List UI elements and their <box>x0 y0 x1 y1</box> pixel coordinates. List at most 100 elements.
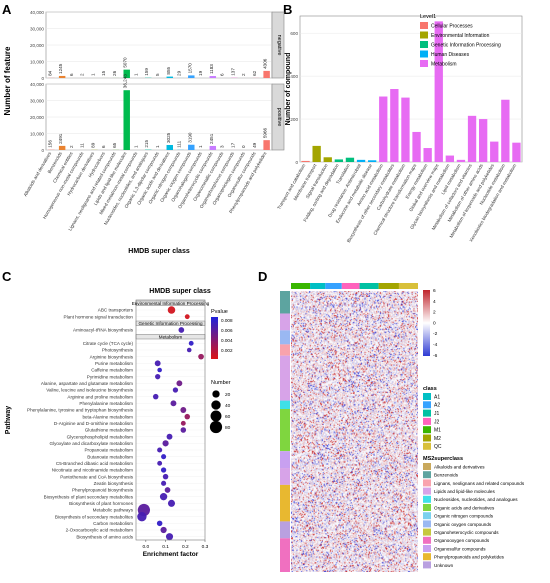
y-tick-label: 0 <box>295 160 298 165</box>
bubble-point <box>162 440 169 447</box>
superclass-legend-swatch <box>423 495 431 503</box>
x-axis-title: HMDB super class <box>128 248 190 255</box>
column-annotation-block <box>398 283 418 289</box>
panel-label-c: C <box>2 269 12 284</box>
bubble-point <box>152 393 159 400</box>
bar-value-label: 1 <box>133 145 138 148</box>
pvalue-tick-label: 0.002 <box>221 348 233 353</box>
bar-value-label: 89 <box>90 142 95 148</box>
bubble-point <box>188 340 194 346</box>
bar-value-label: 2 <box>80 73 85 76</box>
bar-value-label: 855 <box>166 66 171 74</box>
y-tick-label: 40,000 <box>30 82 44 87</box>
pathway-label: Propanoate metabolism <box>84 448 133 453</box>
superclass-legend-title: MS2superclass <box>423 456 463 462</box>
bar-value-label: 111 <box>177 140 182 147</box>
bar-value-label: 1570 <box>187 63 192 74</box>
bubble-point <box>166 433 173 440</box>
pvalue-tick-label: 0.008 <box>221 318 233 323</box>
class-legend-swatch <box>423 393 431 400</box>
class-legend-label: J1 <box>434 411 440 417</box>
superclass-legend-label: Organoheterocyclic compounds <box>434 530 499 535</box>
bubble-point <box>180 420 186 426</box>
legend-swatch <box>420 31 428 39</box>
bar-value-label: 1 <box>155 145 160 148</box>
bubble-point <box>161 480 167 486</box>
bubble-point <box>154 360 161 367</box>
pvalue-tick-label: 0.006 <box>221 328 233 333</box>
legend-label: Human Diseases <box>431 52 470 58</box>
number-legend-title: Number <box>211 380 231 386</box>
pathway-label: Biosynthesis of plant hormones <box>69 501 134 506</box>
pathway-label: Valine, leucine and isoleucine biosynthe… <box>46 388 133 393</box>
bubble-point <box>157 447 163 453</box>
pathway-label: Glyoxylate and dicarboxylate metabolism <box>50 441 134 446</box>
superclass-legend-swatch <box>423 561 431 569</box>
bar <box>456 159 466 162</box>
superclass-legend-label: Unknown <box>434 563 454 568</box>
bar-value-label: 1 <box>198 145 203 148</box>
color-scale-tick-label: 2 <box>433 310 436 316</box>
y-tick-label: 10,000 <box>30 131 44 136</box>
column-annotation-block <box>359 283 379 289</box>
superclass-legend-swatch <box>423 487 431 495</box>
bar-value-label: 1245 <box>58 63 63 74</box>
column-annotation-block <box>291 283 311 289</box>
pathway-label: Glutathione metabolism <box>85 428 133 433</box>
y-tick-label: 30,000 <box>30 98 44 103</box>
bar <box>512 142 521 162</box>
superclass-legend-swatch <box>423 528 431 536</box>
class-legend-swatch <box>423 426 431 434</box>
legend-label: Cellular Processes <box>431 24 473 30</box>
pathway-label: 2-Oxocarboxylic acid metabolism <box>66 528 134 533</box>
panel-a-bar-chart: Number of feature 0 10,000 20,000 30,000 40,0… <box>3 10 285 255</box>
superclass-legend-swatch <box>423 463 431 470</box>
bar <box>434 21 443 163</box>
superclass-legend-label: Alkaloids and derivatives <box>434 464 485 469</box>
y-tick-label: 200 <box>290 117 298 122</box>
legend-swatch <box>420 50 428 58</box>
pathway-label: Biosynthesis of secondary metabolites <box>55 514 134 519</box>
class-legend-title: class <box>423 386 437 392</box>
number-legend-label: 20 <box>225 392 231 398</box>
y-axis-title: Number of compound <box>285 53 292 126</box>
bar <box>166 76 173 78</box>
bar <box>209 145 217 150</box>
bar-value-label: 26 <box>112 70 117 76</box>
plot-border <box>135 299 206 541</box>
column-annotation-block <box>341 283 360 289</box>
pathway-label: Zeatin biosynthesis <box>94 481 134 486</box>
color-scale-tick-label: -4 <box>433 342 438 348</box>
bubble-point <box>198 353 204 360</box>
bar <box>345 157 355 162</box>
pathway-label: Biosynthesis of plant secondary metaboli… <box>44 494 134 499</box>
bar-value-label: 17 <box>230 142 235 148</box>
pvalue-legend-title: Pvalue <box>211 309 228 315</box>
bubble-point <box>184 413 191 420</box>
bar-value-label: 11 <box>80 143 85 148</box>
bubble-point <box>180 407 187 413</box>
legend-swatch <box>420 60 428 67</box>
heatmap-cells <box>291 291 418 572</box>
pathway-label: ABC transporters <box>98 308 134 313</box>
y-tick-label: 30,000 <box>30 26 44 31</box>
superclass-legend-swatch <box>423 553 431 561</box>
y-tick-label: 20,000 <box>30 43 44 48</box>
column-annotation-block <box>378 283 399 289</box>
facet-label: Genetic Information Processing <box>138 321 203 326</box>
bar-value-label: 6 <box>101 145 106 148</box>
facet-label: Environmental Information Processing <box>132 301 210 306</box>
bar <box>209 76 217 78</box>
legend-label: Environmental Information <box>431 33 490 39</box>
superclass-legend-swatch <box>423 520 431 528</box>
panel-d-heatmap: 6 4 2 0 -2 -4 -6 class A1 A2 J1 J2 M1 M2 QC MS2supercla… <box>280 283 525 572</box>
heatmap-color-scale <box>423 290 430 356</box>
pathway-label: Phenylpropanoid biosynthesis <box>72 488 134 493</box>
pathway-label: Citrate cycle (TCA cycle) <box>83 341 134 346</box>
pathway-label: Phenylalanine metabolism <box>79 401 133 406</box>
row-annotation-block <box>280 344 290 356</box>
y-axis-title: Number of feature <box>3 46 12 115</box>
bubble-point <box>172 387 179 393</box>
facet-label-negative: negative <box>276 35 282 56</box>
